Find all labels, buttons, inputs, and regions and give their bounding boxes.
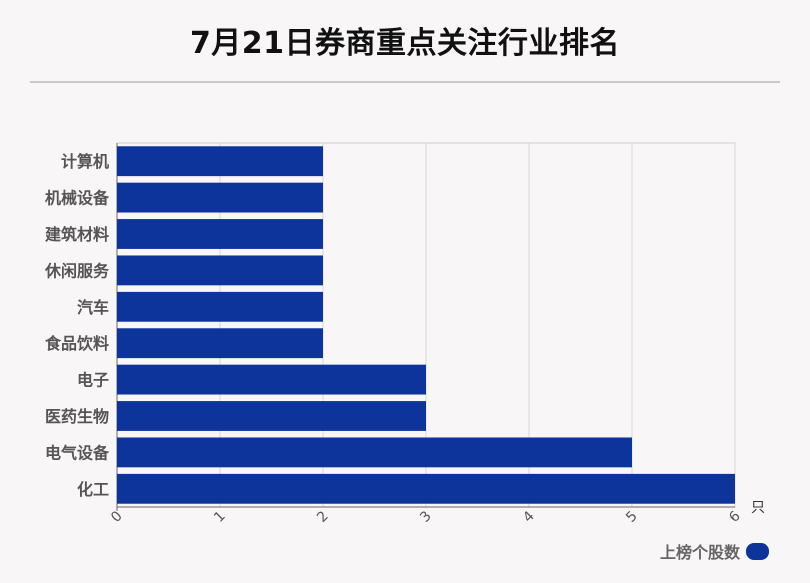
- legend-swatch[interactable]: [746, 542, 769, 560]
- chart-bars: [117, 146, 735, 504]
- bar-6[interactable]: [117, 364, 426, 395]
- bar-9[interactable]: [117, 473, 735, 504]
- category-label-2: 建筑材料: [45, 225, 109, 244]
- x-tick-label-1: 1: [211, 508, 229, 526]
- category-label-9: 化工: [77, 480, 109, 499]
- bar-3[interactable]: [117, 255, 323, 286]
- x-tick-label-6: 6: [726, 508, 744, 526]
- category-label-5: 食品饮料: [44, 334, 109, 353]
- title-divider: [30, 81, 780, 83]
- category-label-0: 计算机: [61, 152, 109, 171]
- category-label-4: 汽车: [77, 298, 109, 317]
- x-tick-label-5: 5: [623, 508, 641, 526]
- category-label-8: 电气设备: [45, 443, 110, 462]
- bar-8[interactable]: [117, 437, 632, 468]
- bar-1[interactable]: [117, 182, 323, 213]
- bar-5[interactable]: [117, 328, 323, 359]
- legend-label: 上榜个股数: [659, 543, 740, 562]
- category-label-1: 机械设备: [45, 189, 110, 208]
- x-tick-labels: 0 1 2 3 4 5 6: [108, 508, 744, 526]
- bar-4[interactable]: [117, 291, 323, 322]
- legend: 上榜个股数: [660, 539, 769, 563]
- x-tick-label-4: 4: [520, 508, 538, 526]
- x-tick-label-2: 2: [314, 508, 332, 526]
- category-label-3: 休闲服务: [44, 261, 110, 280]
- bar-7[interactable]: [117, 401, 426, 431]
- category-label-7: 医药生物: [45, 407, 109, 426]
- x-tick-label-0: 0: [108, 508, 126, 526]
- category-label-6: 电子: [77, 371, 109, 390]
- x-axis-unit: 只: [751, 500, 765, 516]
- bar-0[interactable]: [117, 146, 323, 177]
- x-tick-label-3: 3: [417, 508, 435, 526]
- chart-title: 7月21日券商重点关注行业排名: [189, 26, 621, 61]
- bar-2[interactable]: [117, 219, 323, 249]
